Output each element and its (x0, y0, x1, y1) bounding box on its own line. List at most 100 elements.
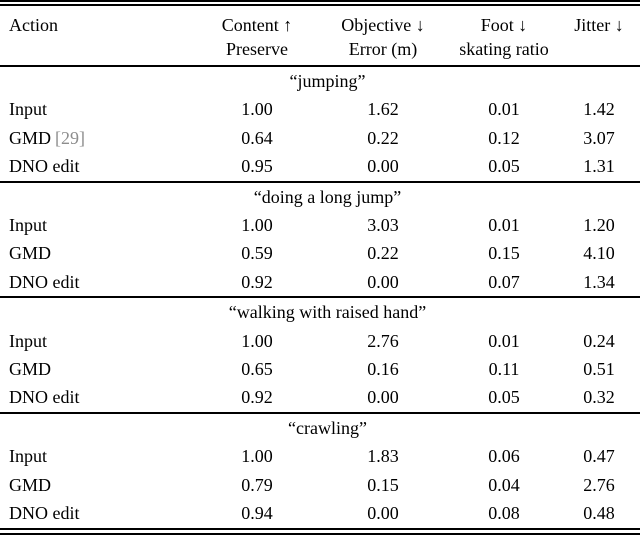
cell-objective-error: 3.03 (367, 215, 399, 236)
cell-objective-error: 0.00 (367, 503, 399, 524)
cell-jitter: 3.07 (583, 127, 615, 148)
cell-content-preserve: 1.00 (241, 99, 273, 120)
row-label: GMD (9, 243, 52, 264)
table-row: DNO edit 0.95 0.00 0.05 1.31 (0, 152, 640, 181)
cell-jitter: 0.24 (583, 330, 615, 351)
cell-objective-error: 0.00 (367, 387, 399, 408)
cell-jitter: 0.51 (583, 359, 615, 380)
group-action-row: “crawling” (0, 413, 640, 442)
cell-jitter: 1.34 (583, 271, 615, 292)
row-label: DNO edit (9, 271, 80, 292)
cell-foot-skating: 0.01 (488, 99, 520, 120)
group-action-label: “doing a long jump” (253, 186, 402, 207)
row-label: Input (9, 99, 47, 120)
cell-jitter: 0.47 (583, 446, 615, 467)
row-label: GMD (9, 474, 52, 495)
cell-objective-error: 0.16 (367, 359, 399, 380)
group-action-row: “walking with raised hand” (0, 297, 640, 326)
cell-jitter: 1.20 (583, 215, 615, 236)
header-action: Action (0, 3, 198, 67)
row-label: GMD [29] (0, 124, 198, 152)
table-row: Input 1.00 3.03 0.01 1.20 (0, 211, 640, 239)
group-crawling: “crawling” Input 1.00 1.83 0.06 0.47 GMD… (0, 412, 640, 531)
table-header: Action Content ↑ Preserve Objective ↓ Er… (0, 3, 640, 67)
group-action-row: “jumping” (0, 66, 640, 95)
header-line1: Foot ↓ (480, 15, 528, 35)
group-action-label: “walking with raised hand” (228, 302, 427, 323)
cell-content-preserve: 0.95 (241, 156, 273, 177)
cell-objective-error: 1.83 (367, 446, 399, 467)
header-line1: Content ↑ (221, 15, 293, 35)
table-row: GMD 0.79 0.15 0.04 2.76 (0, 471, 640, 499)
header-line1: Objective ↓ (341, 15, 425, 35)
cell-objective-error: 0.22 (367, 243, 399, 264)
cell-foot-skating: 0.11 (488, 359, 520, 380)
row-label: DNO edit (9, 156, 80, 177)
cell-content-preserve: 0.79 (241, 474, 273, 495)
table-row: Input 1.00 1.83 0.06 0.47 (0, 442, 640, 470)
table-row: DNO edit 0.92 0.00 0.05 0.32 (0, 383, 640, 412)
table-row: GMD 0.65 0.16 0.11 0.51 (0, 355, 640, 383)
header-content-preserve: Content ↑ Preserve (198, 3, 316, 67)
cell-content-preserve: 0.64 (241, 127, 273, 148)
cell-objective-error: 0.00 (367, 156, 399, 177)
cell-jitter: 1.42 (583, 99, 615, 120)
cell-jitter: 0.32 (583, 387, 615, 408)
cell-content-preserve: 0.92 (241, 271, 273, 292)
cell-foot-skating: 0.01 (488, 330, 520, 351)
group-action-row: “doing a long jump” (0, 182, 640, 211)
table-row: DNO edit 0.94 0.00 0.08 0.48 (0, 499, 640, 531)
header-objective-error: Objective ↓ Error (m) (316, 3, 450, 67)
cell-content-preserve: 1.00 (241, 330, 273, 351)
row-label: Input (9, 330, 47, 351)
header-foot-skating: Foot ↓ skating ratio (450, 3, 558, 67)
cell-content-preserve: 0.94 (241, 503, 273, 524)
cell-foot-skating: 0.01 (488, 215, 520, 236)
cell-foot-skating: 0.15 (488, 243, 520, 264)
cell-content-preserve: 0.59 (241, 243, 273, 264)
table-row: Input 1.00 1.62 0.01 1.42 (0, 95, 640, 123)
group-doing-a-long-jump: “doing a long jump” Input 1.00 3.03 0.01… (0, 181, 640, 298)
header-jitter: Jitter ↓ (558, 3, 640, 67)
table-row: Input 1.00 2.76 0.01 0.24 (0, 327, 640, 355)
group-walking-with-raised-hand: “walking with raised hand” Input 1.00 2.… (0, 297, 640, 413)
group-action-label: “crawling” (288, 417, 367, 438)
cell-content-preserve: 0.92 (241, 387, 273, 408)
table-row: DNO edit 0.92 0.00 0.07 1.34 (0, 268, 640, 297)
cell-content-preserve: 0.65 (241, 359, 273, 380)
row-label: Input (9, 215, 47, 236)
citation-ref: [29] (55, 127, 86, 148)
cell-jitter: 2.76 (583, 474, 615, 495)
cell-objective-error: 0.22 (367, 127, 399, 148)
table-row: GMD 0.59 0.22 0.15 4.10 (0, 239, 640, 267)
row-label: DNO edit (9, 387, 80, 408)
header-line2: Error (m) (348, 39, 418, 59)
cell-foot-skating: 0.04 (488, 474, 520, 495)
cell-foot-skating: 0.05 (488, 387, 520, 408)
row-label: GMD (9, 359, 52, 380)
header-line2: Preserve (226, 39, 288, 59)
cell-jitter: 4.10 (583, 243, 615, 264)
cell-content-preserve: 1.00 (241, 215, 273, 236)
group-jumping: “jumping” Input 1.00 1.62 0.01 1.42 GMD[… (0, 66, 640, 182)
cell-objective-error: 2.76 (367, 330, 399, 351)
cell-content-preserve: 1.00 (241, 446, 273, 467)
table-row: GMD [29] 0.64 0.22 0.12 3.07 (0, 124, 640, 152)
cell-objective-error: 0.15 (367, 474, 399, 495)
cell-objective-error: 0.00 (367, 271, 399, 292)
cell-foot-skating: 0.07 (488, 271, 520, 292)
group-action-label: “jumping” (289, 71, 366, 91)
cell-foot-skating: 0.05 (488, 156, 520, 177)
cell-jitter: 0.48 (583, 503, 615, 524)
header-line1: Jitter ↓ (574, 15, 624, 35)
cell-objective-error: 1.62 (367, 99, 399, 120)
cell-foot-skating: 0.08 (488, 503, 520, 524)
header-line2: skating ratio (459, 39, 549, 59)
row-label: Input (9, 446, 47, 467)
cell-foot-skating: 0.12 (488, 127, 520, 148)
cell-jitter: 1.31 (583, 156, 615, 177)
header-row: Action Content ↑ Preserve Objective ↓ Er… (0, 3, 640, 67)
header-action-label: Action (9, 15, 58, 35)
